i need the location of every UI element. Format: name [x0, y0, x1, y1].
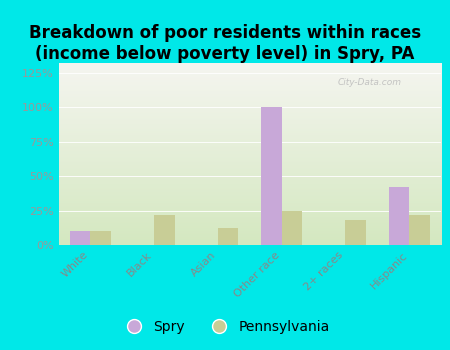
Bar — [282, 211, 302, 245]
Bar — [389, 187, 409, 245]
Text: City-Data.com: City-Data.com — [338, 78, 402, 86]
Text: Breakdown of poor residents within races
(income below poverty level) in Spry, P: Breakdown of poor residents within races… — [29, 25, 421, 63]
Bar — [70, 231, 90, 245]
Bar — [346, 220, 366, 245]
Bar — [90, 231, 111, 245]
Bar — [261, 107, 282, 245]
Legend: Spry, Pennsylvania: Spry, Pennsylvania — [114, 314, 336, 340]
Bar — [409, 215, 430, 245]
Bar — [218, 229, 238, 245]
Bar — [154, 215, 175, 245]
